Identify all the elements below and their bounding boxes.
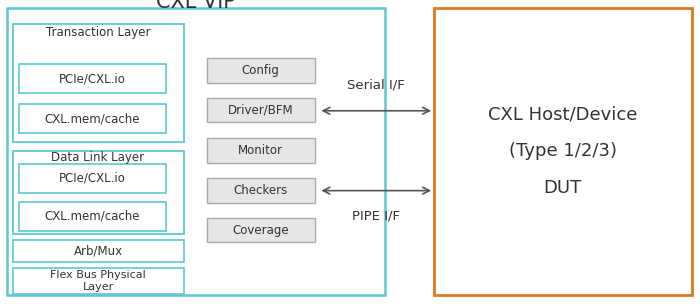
FancyBboxPatch shape [206, 98, 315, 122]
Text: Driver/BFM: Driver/BFM [228, 104, 293, 117]
FancyBboxPatch shape [206, 58, 315, 83]
Text: CXL VIP: CXL VIP [156, 0, 236, 12]
Text: Monitor: Monitor [238, 144, 284, 157]
Text: Flex Bus Physical
Layer: Flex Bus Physical Layer [50, 270, 146, 292]
FancyBboxPatch shape [206, 178, 315, 203]
FancyBboxPatch shape [206, 138, 315, 163]
Text: (Type 1/2/3): (Type 1/2/3) [509, 143, 617, 160]
Text: PIPE I/F: PIPE I/F [352, 210, 400, 222]
Text: CXL.mem/cache: CXL.mem/cache [45, 112, 140, 125]
FancyBboxPatch shape [206, 218, 315, 242]
Text: DUT: DUT [544, 179, 582, 197]
Text: Data Link Layer: Data Link Layer [51, 151, 145, 164]
Text: Config: Config [241, 64, 280, 77]
Text: CXL Host/Device: CXL Host/Device [488, 106, 638, 124]
Text: Serial I/F: Serial I/F [347, 79, 405, 92]
Text: Arb/Mux: Arb/Mux [74, 244, 123, 257]
Text: PCIe/CXL.io: PCIe/CXL.io [59, 72, 126, 85]
Text: Transaction Layer: Transaction Layer [46, 26, 150, 39]
Text: PCIe/CXL.io: PCIe/CXL.io [59, 172, 126, 185]
Text: Coverage: Coverage [232, 224, 289, 237]
Text: CXL.mem/cache: CXL.mem/cache [45, 210, 140, 223]
Text: Checkers: Checkers [234, 184, 288, 197]
